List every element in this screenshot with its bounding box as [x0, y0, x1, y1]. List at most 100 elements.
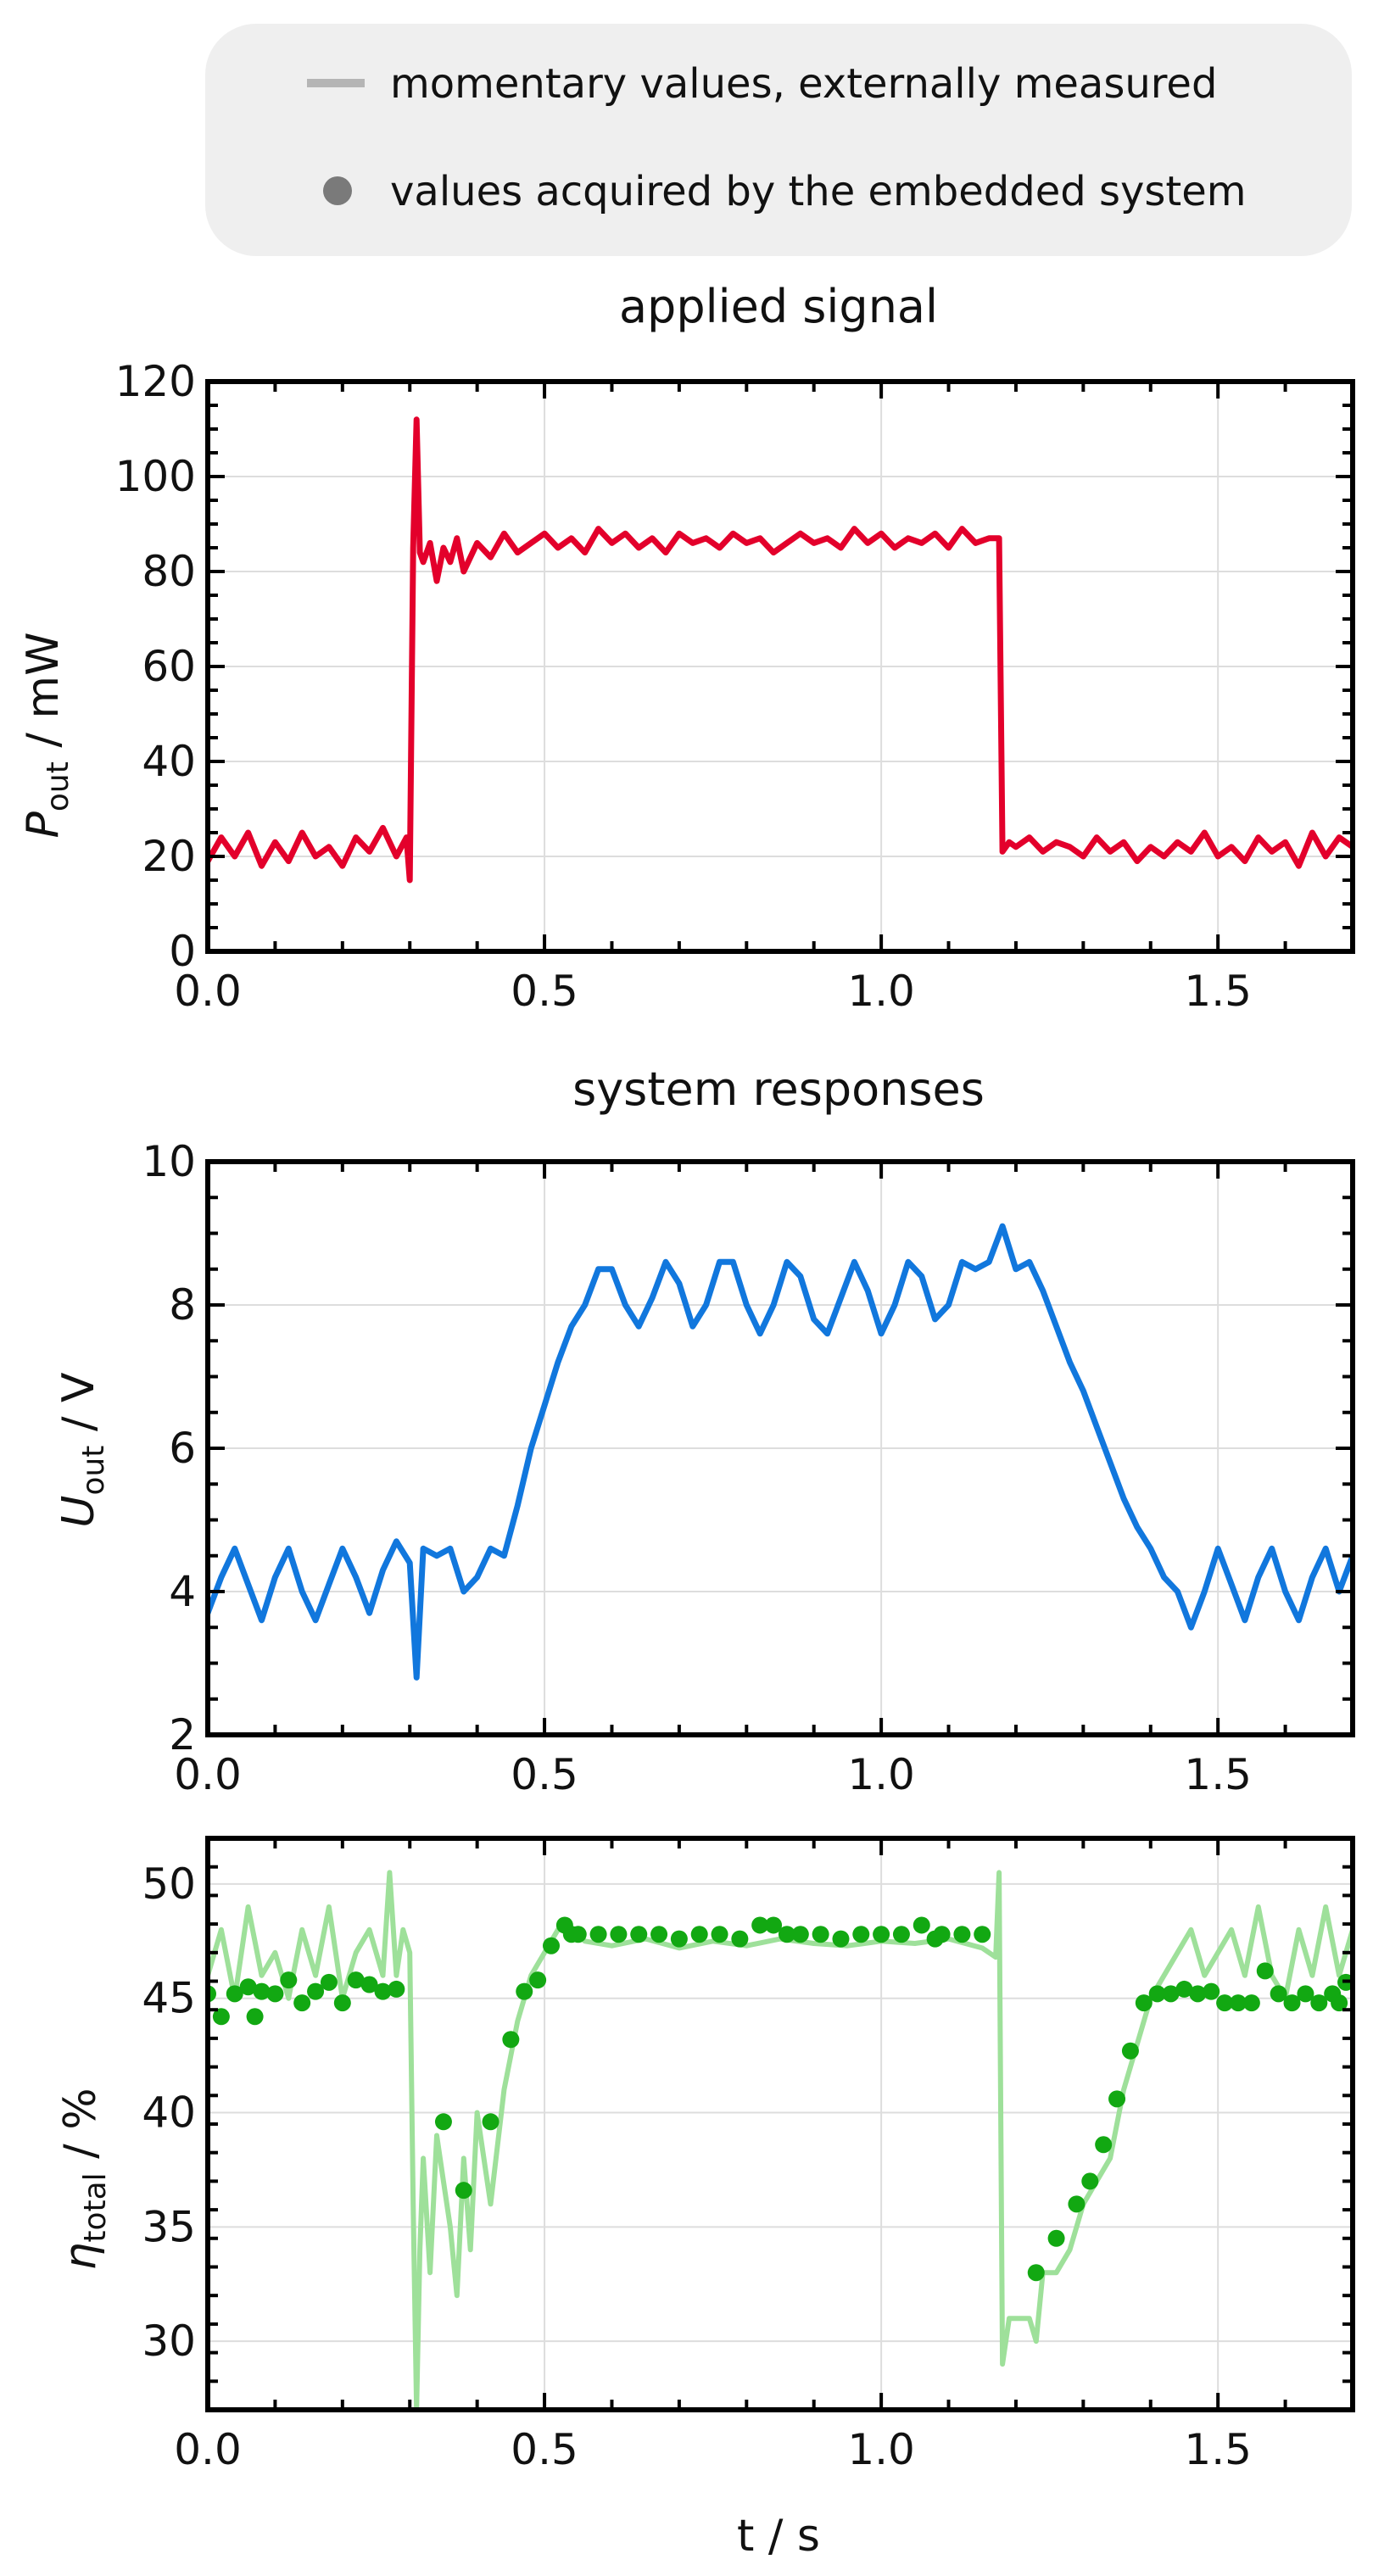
legend-dot-swatch: [323, 176, 352, 205]
y-tick-label: 0: [169, 927, 196, 976]
data-point: [1256, 1962, 1274, 1980]
data-point: [455, 2182, 472, 2200]
data-point: [212, 2008, 230, 2026]
data-point: [690, 1926, 708, 1943]
panel-2-ylabel: Uout / V: [53, 1372, 111, 1528]
y-tick-label: 50: [142, 1860, 196, 1909]
data-point: [280, 1971, 298, 1989]
x-tick-label: 1.0: [847, 967, 915, 1016]
x-tick-label: 0.0: [174, 1750, 242, 1799]
series-line: [208, 1223, 1353, 1681]
data-point: [1148, 1985, 1166, 2003]
data-point: [543, 1937, 560, 1954]
data-point: [1242, 1994, 1260, 2012]
data-point: [933, 1926, 951, 1943]
y-tick-label: 40: [142, 2088, 196, 2138]
y-tick-label: 60: [142, 642, 196, 691]
x-tick-label: 0.0: [174, 967, 242, 1016]
y-tick-label: 10: [142, 1137, 196, 1186]
data-point: [347, 1971, 365, 1989]
data-point: [953, 1926, 971, 1943]
y-tick-label: 4: [169, 1567, 196, 1616]
x-tick-label: 1.5: [1184, 967, 1252, 1016]
x-tick-label: 0.5: [511, 967, 578, 1016]
y-tick-label: 20: [142, 832, 196, 881]
data-point: [1095, 2136, 1113, 2154]
data-point: [812, 1926, 829, 1943]
data-point: [1310, 1994, 1328, 2012]
data-point: [1283, 1994, 1301, 2012]
data-point: [589, 1926, 607, 1943]
data-point: [239, 1978, 257, 1996]
y-tick-label: 120: [115, 357, 196, 406]
data-point: [1081, 2172, 1099, 2190]
data-point: [307, 1982, 325, 2000]
data-point: [711, 1926, 728, 1943]
data-point: [650, 1926, 668, 1943]
data-point: [791, 1926, 809, 1943]
panel-1-ylabel: Pout / mW: [18, 633, 75, 839]
x-tick-label: 1.5: [1184, 2425, 1252, 2474]
x-tick-label: 1.0: [847, 2425, 915, 2474]
y-tick-label: 8: [169, 1280, 196, 1330]
data-point: [751, 1916, 769, 1934]
y-tick-label: 80: [142, 547, 196, 596]
y-tick-label: 2: [169, 1710, 196, 1759]
series-line: [208, 416, 1353, 884]
data-point: [778, 1926, 795, 1943]
series-dots: [208, 1916, 1353, 2282]
y-tick-label: 100: [115, 452, 196, 501]
panel-3-ylabel: ηtotal / %: [55, 2088, 113, 2270]
data-point: [1108, 2090, 1126, 2108]
data-point: [974, 1926, 991, 1943]
data-point: [266, 1985, 284, 2003]
data-point: [913, 1916, 930, 1934]
x-tick-label: 1.5: [1184, 1750, 1252, 1799]
data-point: [1270, 1985, 1287, 2003]
data-point: [1203, 1982, 1220, 2000]
data-point: [529, 1971, 547, 1989]
data-point: [253, 1982, 271, 2000]
x-tick-label: 0.5: [511, 1750, 578, 1799]
data-point: [360, 1976, 378, 1993]
data-point: [1331, 1994, 1348, 2012]
data-point: [374, 1982, 392, 2000]
data-point: [1047, 2229, 1065, 2247]
data-point: [320, 1973, 338, 1991]
data-point: [226, 1985, 243, 2003]
data-point: [516, 1982, 533, 2000]
data-point: [873, 1926, 890, 1943]
data-point: [892, 1926, 910, 1943]
data-point: [1027, 2264, 1045, 2282]
data-point: [832, 1930, 850, 1948]
data-point: [333, 1994, 351, 2012]
data-point: [246, 2008, 264, 2026]
panel-system-responses: system responses 0.0 0.5 1.0 1.5 2 4 6 8 10 Uout…: [53, 1062, 1355, 1799]
data-point: [502, 2031, 520, 2049]
y-tick-label: 35: [142, 2202, 196, 2251]
data-point: [388, 1980, 405, 1998]
x-tick-label: 1.0: [847, 1750, 915, 1799]
data-point: [1216, 1994, 1234, 2012]
y-tick-label: 6: [169, 1424, 196, 1473]
data-point: [731, 1930, 749, 1948]
panel-applied-signal: applied signal 0.0 0.5 1.0 1.5 0 20 40 60 80 100 1…: [18, 280, 1355, 1016]
x-tick-label: 0.5: [511, 2425, 578, 2474]
data-point: [1189, 1985, 1207, 2003]
legend-dot-label: values acquired by the embedded system: [390, 168, 1247, 215]
data-point: [765, 1916, 783, 1934]
data-point: [1135, 1994, 1153, 2012]
data-point: [1121, 2042, 1139, 2060]
x-axis-label: t / s: [737, 2511, 820, 2562]
y-tick-label: 45: [142, 1974, 196, 2023]
data-point: [610, 1926, 628, 1943]
x-tick-label: 0.0: [174, 2425, 242, 2474]
data-point: [1230, 1994, 1247, 2012]
panel-2-title: system responses: [572, 1062, 985, 1116]
series-line: [208, 1870, 1353, 2410]
y-tick-label: 30: [142, 2317, 196, 2366]
data-point: [1297, 1985, 1314, 2003]
data-point: [1068, 2195, 1086, 2213]
y-tick-label: 40: [142, 737, 196, 786]
data-point: [852, 1926, 870, 1943]
